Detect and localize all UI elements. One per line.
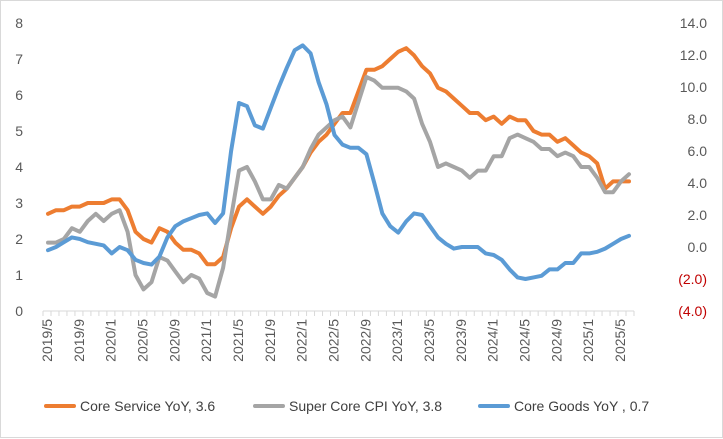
- right-tick-label: (2.0): [678, 271, 707, 287]
- left-axis: 0 1 2 3 4 5 6 7 8: [15, 15, 23, 319]
- right-tick-label: 10.0: [680, 79, 707, 95]
- series-line-1: [46, 75, 631, 299]
- left-tick-label: 1: [15, 267, 23, 283]
- legend-label-0: Core Service YoY, 3.6: [80, 398, 215, 414]
- legend: Core Service YoY, 3.6 Super Core CPI YoY,…: [44, 398, 649, 414]
- x-axis: 2019/5 2019/9 2020/1 2020/5 2020/9 2021/1 2021…: [39, 310, 635, 362]
- right-tick-label: 6.0: [688, 143, 708, 159]
- x-tick-label: 2023/1: [389, 319, 405, 362]
- right-tick-label: (4.0): [678, 303, 707, 319]
- x-tick-label: 2023/5: [421, 319, 437, 362]
- right-axis: (4.0) (2.0) 0.0 2.0 4.0 6.0 8.0 10.0 12.0 14.0: [678, 15, 707, 319]
- left-tick-label: 7: [15, 51, 23, 67]
- left-tick-label: 4: [15, 159, 23, 175]
- legend-label-2: Core Goods YoY , 0.7: [514, 398, 649, 414]
- x-tick-label: 2021/5: [230, 319, 246, 362]
- right-tick-label: 14.0: [680, 15, 707, 31]
- x-tick-label: 2021/9: [262, 319, 278, 362]
- series-layer: [46, 43, 631, 299]
- right-tick-label: 8.0: [688, 111, 708, 127]
- x-tick-label: 2022/1: [294, 319, 310, 362]
- x-tick-label: 2019/9: [71, 319, 87, 362]
- x-tick-label: 2022/9: [357, 319, 373, 362]
- left-tick-label: 0: [15, 303, 23, 319]
- x-tick-label: 2023/9: [453, 319, 469, 362]
- x-tick-label: 2020/5: [135, 319, 151, 362]
- right-tick-label: 0.0: [688, 239, 708, 255]
- x-tick-label: 2021/1: [198, 319, 214, 362]
- x-tick-label: 2025/1: [580, 319, 596, 362]
- left-tick-label: 2: [15, 231, 23, 247]
- x-tick-label: 2019/5: [39, 319, 55, 362]
- x-tick-label: 2020/9: [166, 319, 182, 362]
- legend-label-1: Super Core CPI YoY, 3.8: [289, 398, 442, 414]
- right-tick-label: 2.0: [688, 207, 708, 223]
- left-tick-label: 3: [15, 195, 23, 211]
- x-tick-label: 2024/1: [485, 319, 501, 362]
- left-tick-label: 6: [15, 87, 23, 103]
- x-tick-label: 2022/5: [326, 319, 342, 362]
- right-tick-label: 12.0: [680, 47, 707, 63]
- series-line-2: [46, 43, 631, 281]
- left-tick-label: 5: [15, 123, 23, 139]
- x-tick-label: 2020/1: [103, 319, 119, 362]
- x-tick-label: 2024/5: [517, 319, 533, 362]
- x-tick-label: 2024/9: [548, 319, 564, 362]
- left-tick-label: 8: [15, 15, 23, 31]
- series-line-0: [46, 46, 631, 267]
- right-tick-label: 4.0: [688, 175, 708, 191]
- x-tick-label: 2025/5: [612, 319, 628, 362]
